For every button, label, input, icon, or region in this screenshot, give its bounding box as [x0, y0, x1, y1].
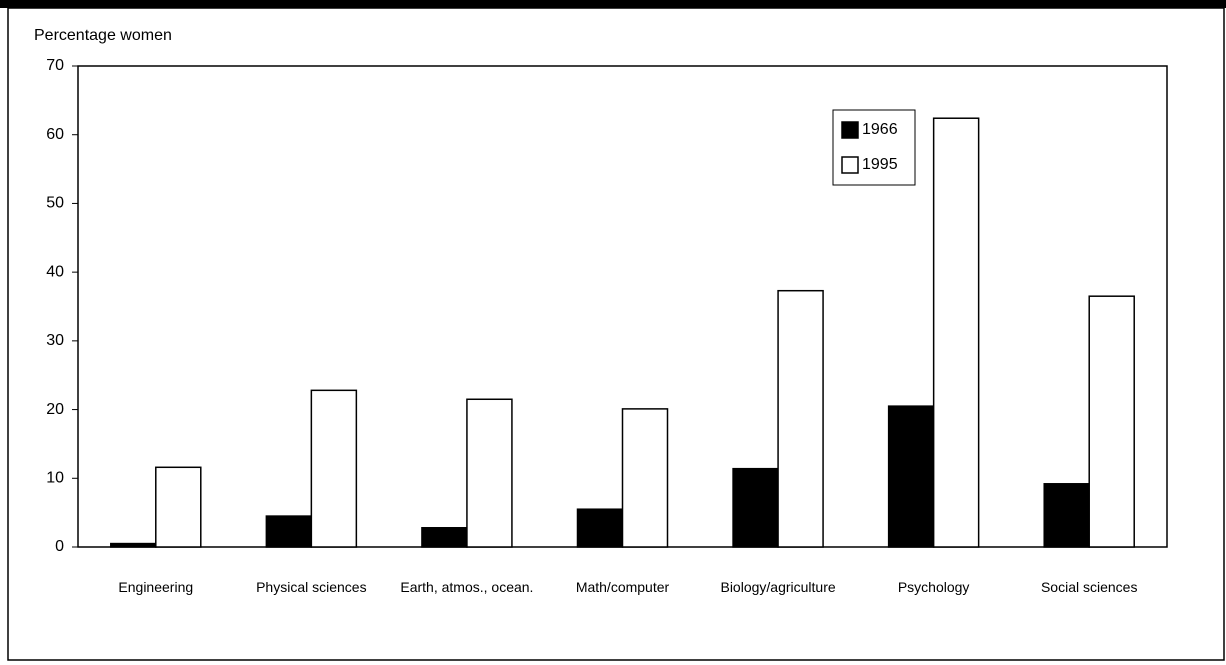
bar	[732, 467, 779, 548]
y-tick-label: 30	[46, 332, 64, 349]
x-tick-label: Social sciences	[1040, 579, 1138, 595]
x-tick-label: Psychology	[897, 579, 970, 595]
bar	[466, 398, 513, 548]
frame	[7, 7, 1225, 661]
y-tick-label: 70	[46, 57, 64, 74]
bar	[310, 389, 358, 548]
y-axis-label: Percentage women	[34, 27, 172, 44]
legend-label: 1966	[862, 121, 898, 138]
legend-label: 1995	[862, 156, 898, 173]
x-tick-label: Earth, atmos., ocean.	[400, 579, 534, 595]
x-tick-label: Math/computer	[575, 579, 670, 595]
y-tick-label: 20	[46, 401, 64, 418]
bar	[1043, 483, 1090, 548]
y-tick-label: 10	[46, 470, 64, 487]
bar	[155, 466, 202, 548]
top-band	[0, 0, 1226, 8]
legend-swatch	[841, 156, 859, 174]
bar	[265, 515, 313, 548]
y-tick-label: 60	[46, 126, 64, 143]
legend-swatch	[841, 121, 859, 139]
bar	[932, 117, 980, 548]
bar	[887, 405, 935, 548]
bar	[421, 527, 468, 548]
y-tick-label: 0	[55, 538, 64, 555]
y-tick-label: 50	[46, 195, 64, 212]
x-tick-label: Biology/agriculture	[720, 579, 836, 595]
y-tick-label: 40	[46, 263, 64, 280]
x-tick-label: Physical sciences	[256, 579, 367, 595]
bar	[621, 408, 669, 548]
bar	[1088, 295, 1135, 548]
bar	[576, 508, 624, 548]
bar	[110, 542, 157, 548]
bar	[777, 289, 824, 548]
x-tick-label: Engineering	[118, 579, 194, 595]
